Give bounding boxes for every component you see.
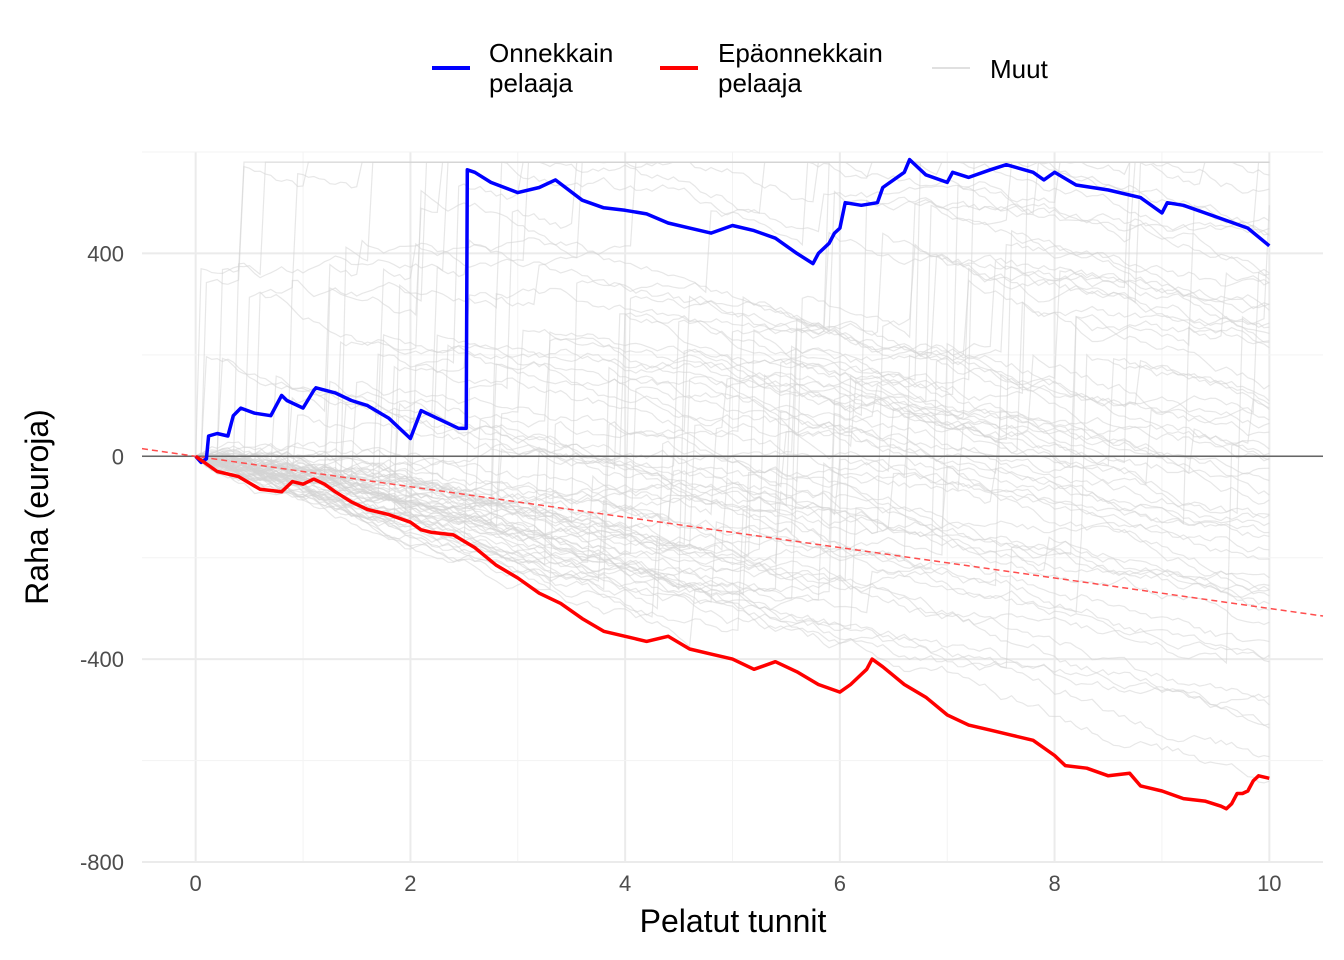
other-player-line	[195, 455, 1270, 707]
other-player-line	[195, 184, 1270, 514]
other-player-line	[195, 455, 1270, 671]
legend-label-lucky-line2: pelaaja	[489, 68, 573, 98]
other-player-line	[195, 333, 1270, 527]
other-player-line	[195, 314, 1270, 556]
tick-labels: 0 2 4 6 8 10 -800 -400 0 400	[80, 241, 1282, 896]
other-player-line	[195, 271, 1270, 457]
expected-trend-line	[141, 447, 1324, 617]
other-player-line	[195, 161, 1270, 476]
legend: Onnekkain pelaaja Epäonnekkain pelaaja M…	[432, 38, 1049, 98]
other-player-line	[195, 374, 1270, 619]
other-player-line	[195, 452, 1270, 758]
other-players-lines	[195, 161, 1270, 784]
other-player-line	[195, 269, 1270, 539]
other-player-line	[195, 353, 1270, 614]
other-player-line	[195, 386, 1270, 555]
other-player-line	[195, 242, 1270, 524]
legend-label-unlucky-line2: pelaaja	[718, 68, 802, 98]
y-tick-label: 400	[87, 241, 124, 266]
other-player-line	[195, 439, 1270, 553]
y-tick-label: -400	[80, 647, 124, 672]
other-player-line	[195, 315, 1270, 596]
other-player-line	[195, 205, 1270, 591]
legend-label-unlucky-line1: Epäonnekkain	[718, 38, 883, 68]
other-player-line	[195, 315, 1270, 566]
y-axis-title: Raha (euroja)	[19, 409, 55, 605]
x-tick-label: 10	[1257, 871, 1281, 896]
other-player-line	[195, 453, 1270, 784]
other-player-line	[195, 255, 1270, 610]
other-player-line	[195, 161, 1270, 475]
x-tick-label: 0	[190, 871, 202, 896]
series-line-unlucky	[194, 454, 1270, 811]
legend-label-lucky-line1: Onnekkain	[489, 38, 613, 68]
highlighted-series	[194, 157, 1271, 811]
x-tick-label: 6	[834, 871, 846, 896]
x-tick-label: 4	[619, 871, 631, 896]
other-player-line	[195, 326, 1270, 584]
other-player-line	[195, 376, 1270, 547]
other-player-line	[195, 222, 1270, 516]
x-tick-label: 2	[404, 871, 416, 896]
y-tick-label: -800	[80, 850, 124, 875]
series-line-lucky	[194, 157, 1271, 465]
x-axis-title: Pelatut tunnit	[640, 903, 827, 939]
other-player-line	[195, 424, 1270, 551]
y-tick-label: 0	[112, 444, 124, 469]
other-player-line	[195, 439, 1270, 665]
other-player-line	[195, 272, 1270, 592]
legend-label-unlucky: Epäonnekkain pelaaja	[718, 38, 890, 98]
other-player-line	[195, 455, 1270, 727]
legend-label-others: Muut	[990, 54, 1049, 84]
other-player-line	[195, 363, 1270, 560]
other-player-line	[195, 161, 1270, 481]
other-player-line	[195, 445, 1270, 593]
reference-lines	[141, 447, 1324, 617]
other-player-line	[195, 417, 1270, 643]
other-player-line	[195, 455, 1270, 602]
other-player-line	[195, 334, 1270, 498]
grid-lines	[142, 151, 1323, 863]
legend-label-lucky: Onnekkain pelaaja	[489, 38, 621, 98]
other-player-line	[195, 455, 1270, 660]
other-player-line	[195, 341, 1270, 522]
x-tick-label: 8	[1048, 871, 1060, 896]
